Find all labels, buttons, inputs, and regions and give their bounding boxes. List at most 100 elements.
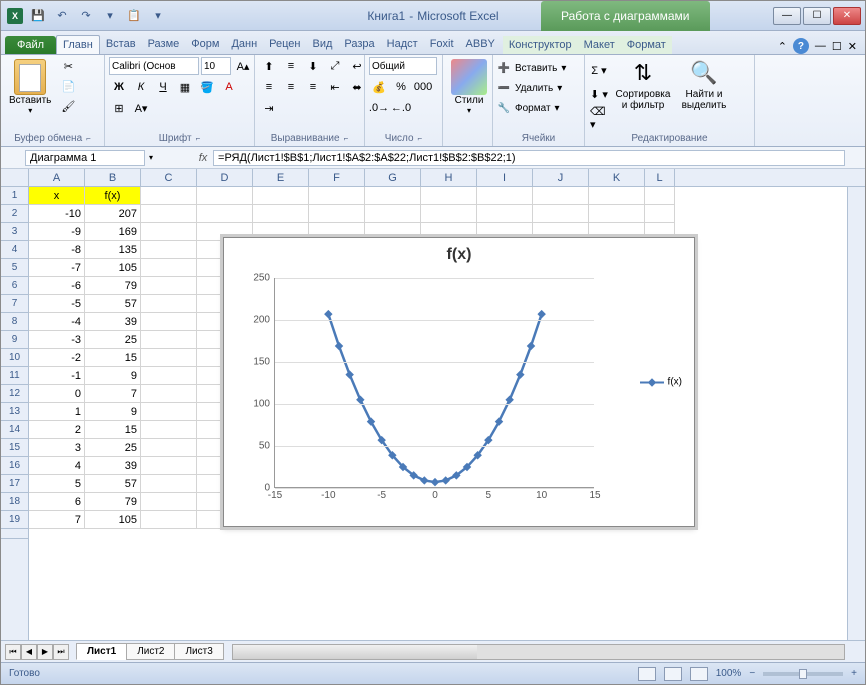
cell-C10[interactable] xyxy=(141,349,197,367)
cell-A3[interactable]: -9 xyxy=(29,223,85,241)
cell-A6[interactable]: -6 xyxy=(29,277,85,295)
col-hdr-G[interactable]: G xyxy=(365,169,421,186)
sheet-tab-Лист1[interactable]: Лист1 xyxy=(76,643,127,660)
name-box[interactable] xyxy=(25,150,145,166)
cell-E1[interactable] xyxy=(253,187,309,205)
font-name-select[interactable] xyxy=(109,57,199,75)
formula-input[interactable] xyxy=(213,150,845,166)
dec-decimal-icon[interactable]: ←.0 xyxy=(391,99,411,117)
row-hdr-17[interactable]: 17 xyxy=(1,475,28,493)
wrap-icon[interactable]: ↩ xyxy=(347,57,367,75)
italic-button[interactable]: К xyxy=(131,78,151,96)
row-hdr-6[interactable]: 6 xyxy=(1,277,28,295)
align-bot-icon[interactable]: ⬇ xyxy=(303,57,323,75)
cell-B11[interactable]: 9 xyxy=(85,367,141,385)
cell-C18[interactable] xyxy=(141,493,197,511)
cell-C11[interactable] xyxy=(141,367,197,385)
border-icon[interactable]: ▦ xyxy=(175,78,195,96)
cell-L2[interactable] xyxy=(645,205,675,223)
cell-H1[interactable] xyxy=(421,187,477,205)
cell-A9[interactable]: -3 xyxy=(29,331,85,349)
tab-вид[interactable]: Вид xyxy=(307,35,339,54)
cell-B7[interactable]: 57 xyxy=(85,295,141,313)
styles-button[interactable]: Стили ▾ xyxy=(447,57,491,117)
col-hdr-L[interactable]: L xyxy=(645,169,675,186)
format-cells-button[interactable]: 🔧Формат ▾ xyxy=(497,101,560,115)
zoom-out-button[interactable]: − xyxy=(749,668,755,679)
cell-B3[interactable]: 169 xyxy=(85,223,141,241)
cell-D2[interactable] xyxy=(197,205,253,223)
cell-C4[interactable] xyxy=(141,241,197,259)
cell-B5[interactable]: 105 xyxy=(85,259,141,277)
row-hdr-8[interactable]: 8 xyxy=(1,313,28,331)
close-button[interactable]: ✕ xyxy=(833,7,861,25)
row-hdr-5[interactable]: 5 xyxy=(1,259,28,277)
fill-icon[interactable]: ⬇ ▾ xyxy=(589,85,609,103)
context-tab-формат[interactable]: Формат xyxy=(621,36,672,54)
qat-save[interactable]: 💾 xyxy=(29,7,47,25)
chart-title[interactable]: f(x) xyxy=(224,238,694,264)
zoom-slider[interactable] xyxy=(763,672,843,676)
cell-B6[interactable]: 79 xyxy=(85,277,141,295)
chart-legend[interactable]: f(x) xyxy=(640,377,682,388)
cell-B17[interactable]: 57 xyxy=(85,475,141,493)
fill-color-icon[interactable]: 🪣 xyxy=(197,78,217,96)
font-expand[interactable]: ⌐ xyxy=(196,134,201,143)
grow-font-icon[interactable]: A▴ xyxy=(233,57,253,75)
bold-button[interactable]: Ж xyxy=(109,78,129,96)
tab-форм[interactable]: Форм xyxy=(185,35,225,54)
format-painter-icon[interactable]: 🖌 xyxy=(59,97,77,115)
view-normal-icon[interactable] xyxy=(638,667,656,681)
align-left-icon[interactable]: ≡ xyxy=(259,78,279,96)
view-layout-icon[interactable] xyxy=(664,667,682,681)
sheet-nav-prev[interactable]: ◀ xyxy=(21,644,37,660)
cell-I1[interactable] xyxy=(477,187,533,205)
cell-K1[interactable] xyxy=(589,187,645,205)
cell-G1[interactable] xyxy=(365,187,421,205)
sheet-tab-Лист2[interactable]: Лист2 xyxy=(126,643,175,660)
cell-C2[interactable] xyxy=(141,205,197,223)
align-top-icon[interactable]: ⬆ xyxy=(259,57,279,75)
align-right-icon[interactable]: ≡ xyxy=(303,78,323,96)
paste-button[interactable]: Вставить ▾ xyxy=(5,57,55,117)
sort-filter-button[interactable]: ⇅ Сортировка и фильтр xyxy=(613,57,673,111)
currency-icon[interactable]: 💰 xyxy=(369,78,389,96)
percent-icon[interactable]: % xyxy=(391,78,411,96)
col-hdr-E[interactable]: E xyxy=(253,169,309,186)
row-hdr-11[interactable]: 11 xyxy=(1,367,28,385)
insert-cells-button[interactable]: ➕Вставить ▾ xyxy=(497,61,566,75)
cell-C7[interactable] xyxy=(141,295,197,313)
cell-A17[interactable]: 5 xyxy=(29,475,85,493)
tab-надст[interactable]: Надст xyxy=(381,35,424,54)
cell-C6[interactable] xyxy=(141,277,197,295)
cell-J2[interactable] xyxy=(533,205,589,223)
row-hdr-9[interactable]: 9 xyxy=(1,331,28,349)
row-hdr-13[interactable]: 13 xyxy=(1,403,28,421)
cell-A4[interactable]: -8 xyxy=(29,241,85,259)
cell-C1[interactable] xyxy=(141,187,197,205)
mdi-min-icon[interactable]: — xyxy=(815,40,826,52)
clear-icon[interactable]: ⌫ ▾ xyxy=(589,109,609,127)
cell-B9[interactable]: 25 xyxy=(85,331,141,349)
row-hdr-12[interactable]: 12 xyxy=(1,385,28,403)
cell-C5[interactable] xyxy=(141,259,197,277)
sheet-tab-Лист3[interactable]: Лист3 xyxy=(174,643,223,660)
cell-B10[interactable]: 15 xyxy=(85,349,141,367)
cell-A14[interactable]: 2 xyxy=(29,421,85,439)
mdi-close-icon[interactable]: ✕ xyxy=(848,40,857,53)
cell-C12[interactable] xyxy=(141,385,197,403)
number-expand[interactable]: ⌐ xyxy=(418,134,423,143)
zoom-in-button[interactable]: + xyxy=(851,668,857,679)
cell-F2[interactable] xyxy=(309,205,365,223)
chart-object[interactable]: f(x) 050100150200250-15-10-5051015 f(x) xyxy=(223,237,695,527)
col-hdr-F[interactable]: F xyxy=(309,169,365,186)
hscrollbar[interactable] xyxy=(232,644,845,660)
cell-A8[interactable]: -4 xyxy=(29,313,85,331)
minimize-button[interactable]: — xyxy=(773,7,801,25)
row-hdr-7[interactable]: 7 xyxy=(1,295,28,313)
col-hdr-I[interactable]: I xyxy=(477,169,533,186)
col-hdr-H[interactable]: H xyxy=(421,169,477,186)
tab-встав[interactable]: Встав xyxy=(100,35,142,54)
cell-C19[interactable] xyxy=(141,511,197,529)
chart-plot-area[interactable]: 050100150200250-15-10-5051015 xyxy=(274,278,594,488)
